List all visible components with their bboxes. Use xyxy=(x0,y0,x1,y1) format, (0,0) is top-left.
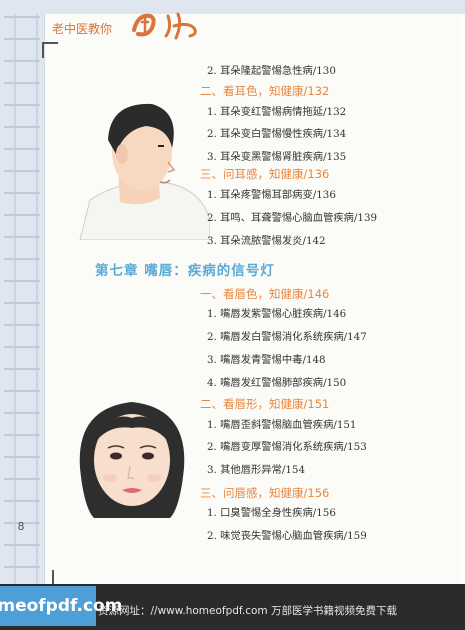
toc-entry[interactable]: 3. 耳朵流脓警惕发炎/142 xyxy=(207,235,326,247)
male-profile-illustration xyxy=(79,103,210,240)
chapter-title[interactable]: 第七章 嘴唇：疾病的信号灯 xyxy=(95,263,275,279)
section-heading[interactable]: 三、问唇感，知健康/156 xyxy=(200,486,330,500)
site-brand-badge[interactable]: homeofpdf.com xyxy=(0,586,122,626)
toc-entry[interactable]: 2. 嘴唇变厚警惕消化系统疾病/153 xyxy=(207,441,367,453)
toc-entry[interactable]: 3. 耳朵变黑警惕肾脏疾病/135 xyxy=(207,151,347,163)
section-heading[interactable]: 二、看唇形，知健康/151 xyxy=(200,397,330,411)
toc-entry[interactable]: 2. 耳朵变白警惕慢性疾病/134 xyxy=(207,128,347,140)
section-heading[interactable]: 一、看唇色，知健康/146 xyxy=(200,287,330,301)
toc-entry[interactable]: 2. 味觉丧失警惕心脑血管疾病/159 xyxy=(207,530,367,542)
toc-entry[interactable]: 1. 嘴唇歪斜警惕脑血管疾病/151 xyxy=(207,419,357,431)
toc-entry[interactable]: 1. 嘴唇发紫警惕心脏疾病/146 xyxy=(207,308,347,320)
section-heading[interactable]: 二、看耳色，知健康/132 xyxy=(200,84,330,98)
corner-ornament-top xyxy=(42,42,58,58)
calligraphy-logo xyxy=(132,12,197,40)
toc-entry[interactable]: 3. 其他唇形异常/154 xyxy=(207,464,306,476)
toc-entry[interactable]: 1. 口臭警惕全身性疾病/156 xyxy=(207,507,336,519)
section-heading[interactable]: 三、问耳感，知健康/136 xyxy=(200,167,330,181)
toc-entry[interactable]: 3. 嘴唇发青警惕中毒/148 xyxy=(207,354,326,366)
toc-entry[interactable]: 2. 嘴唇发白警惕消化系统疾病/147 xyxy=(207,331,367,343)
page-number: 8 xyxy=(17,520,25,533)
toc-entry[interactable]: 2. 耳朵隆起警惕急性病/130 xyxy=(207,65,336,77)
book-title: 老中医教你 xyxy=(52,22,113,36)
toc-entry[interactable]: 2. 耳鸣、耳聋警惕心脑血管疾病/139 xyxy=(207,212,378,224)
decorative-border-top xyxy=(0,0,465,14)
toc-entry[interactable]: 1. 耳朵疼警惕耳部病变/136 xyxy=(207,189,336,201)
decorative-border-left xyxy=(0,0,44,600)
footer-link-text[interactable]: 资源网址：//www.homeofpdf.com 万部医学书籍视频免费下载 xyxy=(98,605,397,617)
toc-entry[interactable]: 1. 耳朵变红警惕病情拖延/132 xyxy=(207,106,347,118)
toc-entry[interactable]: 4. 嘴唇发红警惕肺部疾病/150 xyxy=(207,377,347,389)
female-face-illustration xyxy=(79,402,185,518)
